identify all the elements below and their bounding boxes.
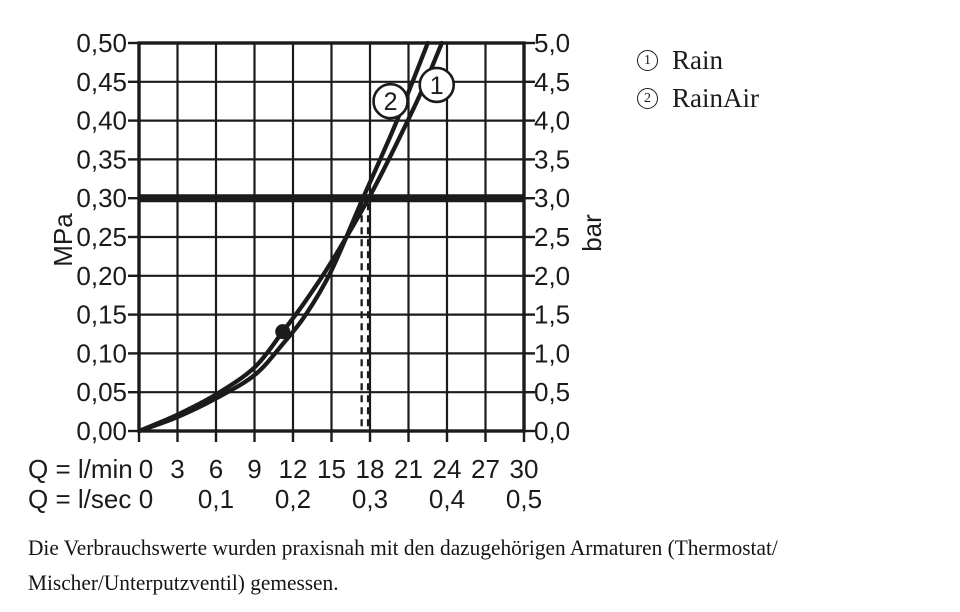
x-lmin-tick-label: 12 (279, 454, 308, 484)
caption-line-1: Die Verbrauchswerte wurden praxisnah mit… (28, 535, 778, 560)
y-right-tick-label: 4,0 (534, 106, 570, 136)
x-lsec-tick-label: 0,1 (198, 484, 234, 514)
x-axis-lsec-label: Q = l/sec (28, 484, 131, 514)
x-lsec-tick-label: 0,2 (275, 484, 311, 514)
legend-label-rain: Rain (672, 44, 723, 75)
y-left-tick-label: 0,35 (76, 144, 127, 174)
x-axis-lmin-label: Q = l/min (28, 454, 133, 484)
y-left-tick-label: 0,15 (76, 300, 127, 330)
curve-rain (136, 40, 445, 434)
y-left-tick-label: 0,10 (76, 338, 127, 368)
operating-point-dot (275, 324, 291, 340)
y-left-tick-label: 0,05 (76, 377, 127, 407)
y-left-tick-label: 0,00 (76, 416, 127, 446)
legend-symbol-2: 2 (637, 87, 658, 109)
y-right-tick-label: 3,0 (534, 183, 570, 213)
y-right-tick-label: 3,5 (534, 144, 570, 174)
x-lmin-tick-label: 24 (433, 454, 462, 484)
y-left-tick-label: 0,45 (76, 67, 127, 97)
x-lsec-tick-label: 0 (139, 484, 153, 514)
y-left-unit-label: MPa (48, 213, 78, 267)
x-lmin-tick-label: 27 (471, 454, 500, 484)
curve-rainair (136, 40, 430, 434)
y-left-tick-label: 0,30 (76, 183, 127, 213)
x-lmin-tick-label: 21 (394, 454, 423, 484)
y-left-tick-label: 0,50 (76, 28, 127, 58)
legend-item-rainair: 2 RainAir (637, 79, 759, 117)
caption-line-2: Mischer/Unterputzventil) gemessen. (28, 570, 339, 595)
legend-label-rainair: RainAir (672, 82, 759, 113)
y-right-tick-label: 1,5 (534, 300, 570, 330)
x-lsec-tick-label: 0,3 (352, 484, 388, 514)
plot-frame (137, 41, 526, 433)
y-right-tick-label: 1,0 (534, 338, 570, 368)
y-right-tick-label: 0,5 (534, 377, 570, 407)
y-left-tick-label: 0,20 (76, 261, 127, 291)
y-right-tick-label: 5,0 (534, 28, 570, 58)
x-lmin-tick-label: 15 (317, 454, 346, 484)
legend-item-rain: 1 Rain (637, 41, 759, 79)
x-lmin-tick-label: 6 (209, 454, 223, 484)
y-right-tick-label: 2,0 (534, 261, 570, 291)
caption: Die Verbrauchswerte wurden praxisnah mit… (28, 530, 911, 600)
callout-circle-2 (372, 82, 409, 120)
x-lmin-tick-label: 18 (356, 454, 385, 484)
y-right-tick-label: 0,0 (534, 416, 570, 446)
x-lmin-tick-label: 0 (139, 454, 153, 484)
callout-circle-1 (418, 66, 456, 104)
y-right-tick-label: 2,5 (534, 222, 570, 252)
legend-symbol-1: 1 (637, 49, 658, 71)
x-lsec-tick-label: 0,5 (506, 484, 542, 514)
x-lmin-tick-label: 3 (170, 454, 184, 484)
y-right-tick-label: 4,5 (534, 67, 570, 97)
callout-number-1: 1 (430, 72, 444, 100)
callout-number-2: 2 (384, 88, 398, 116)
y-left-tick-label: 0,40 (76, 106, 127, 136)
y-left-tick-label: 0,25 (76, 222, 127, 252)
legend: 1 Rain 2 RainAir (637, 41, 759, 117)
x-lmin-tick-label: 9 (247, 454, 261, 484)
x-lmin-tick-label: 30 (510, 454, 539, 484)
x-lsec-tick-label: 0,4 (429, 484, 465, 514)
y-right-unit-label: bar (577, 214, 607, 252)
